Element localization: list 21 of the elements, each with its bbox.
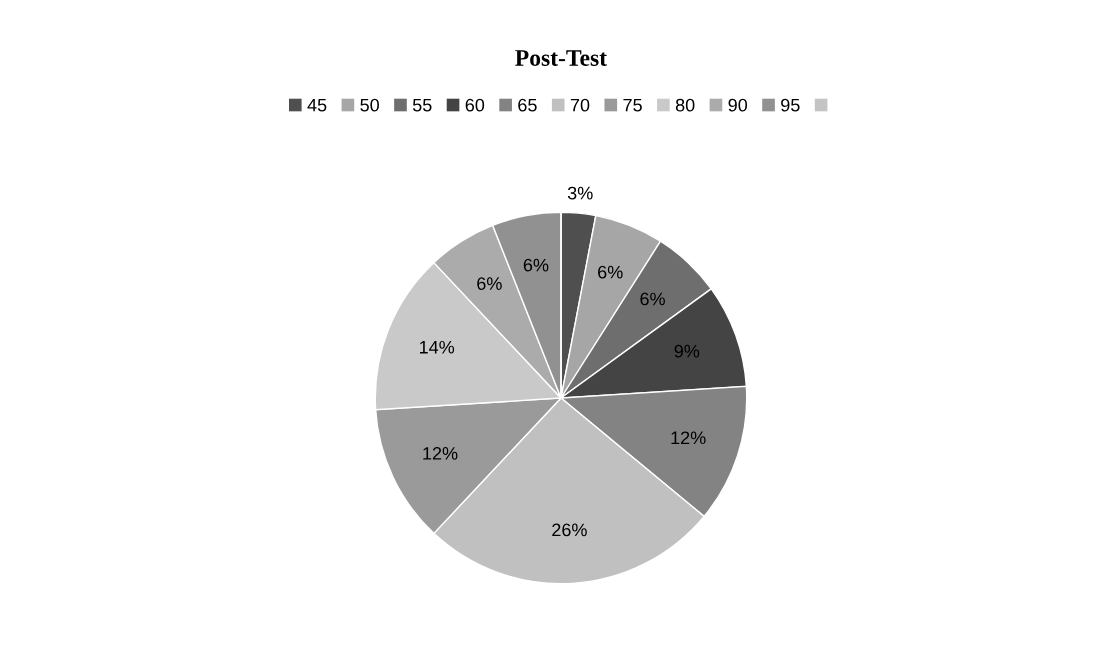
- data-label: 6%: [477, 277, 502, 290]
- data-label: 3%: [567, 186, 593, 200]
- legend-label: 55: [412, 98, 432, 112]
- data-label: 6%: [598, 265, 623, 279]
- legend-label: 65: [518, 98, 537, 112]
- legend-label: 50: [360, 98, 379, 112]
- data-label: 6%: [523, 258, 549, 272]
- data-label: 12%: [423, 446, 458, 460]
- legend-label: 45: [307, 98, 327, 112]
- legend-label: 70: [570, 98, 590, 112]
- data-label: 9%: [674, 344, 700, 358]
- chart-title: Post-Test: [515, 50, 607, 66]
- data-label: 26%: [552, 523, 587, 537]
- legend-label: 60: [465, 98, 485, 112]
- legend-label: 80: [675, 98, 695, 112]
- legend-label: 90: [728, 98, 748, 112]
- legend-label: 75: [623, 98, 642, 112]
- data-label: 14%: [419, 340, 455, 354]
- data-label: 6%: [640, 292, 665, 306]
- data-label: 12%: [671, 431, 706, 445]
- legend-label: 95: [781, 98, 800, 112]
